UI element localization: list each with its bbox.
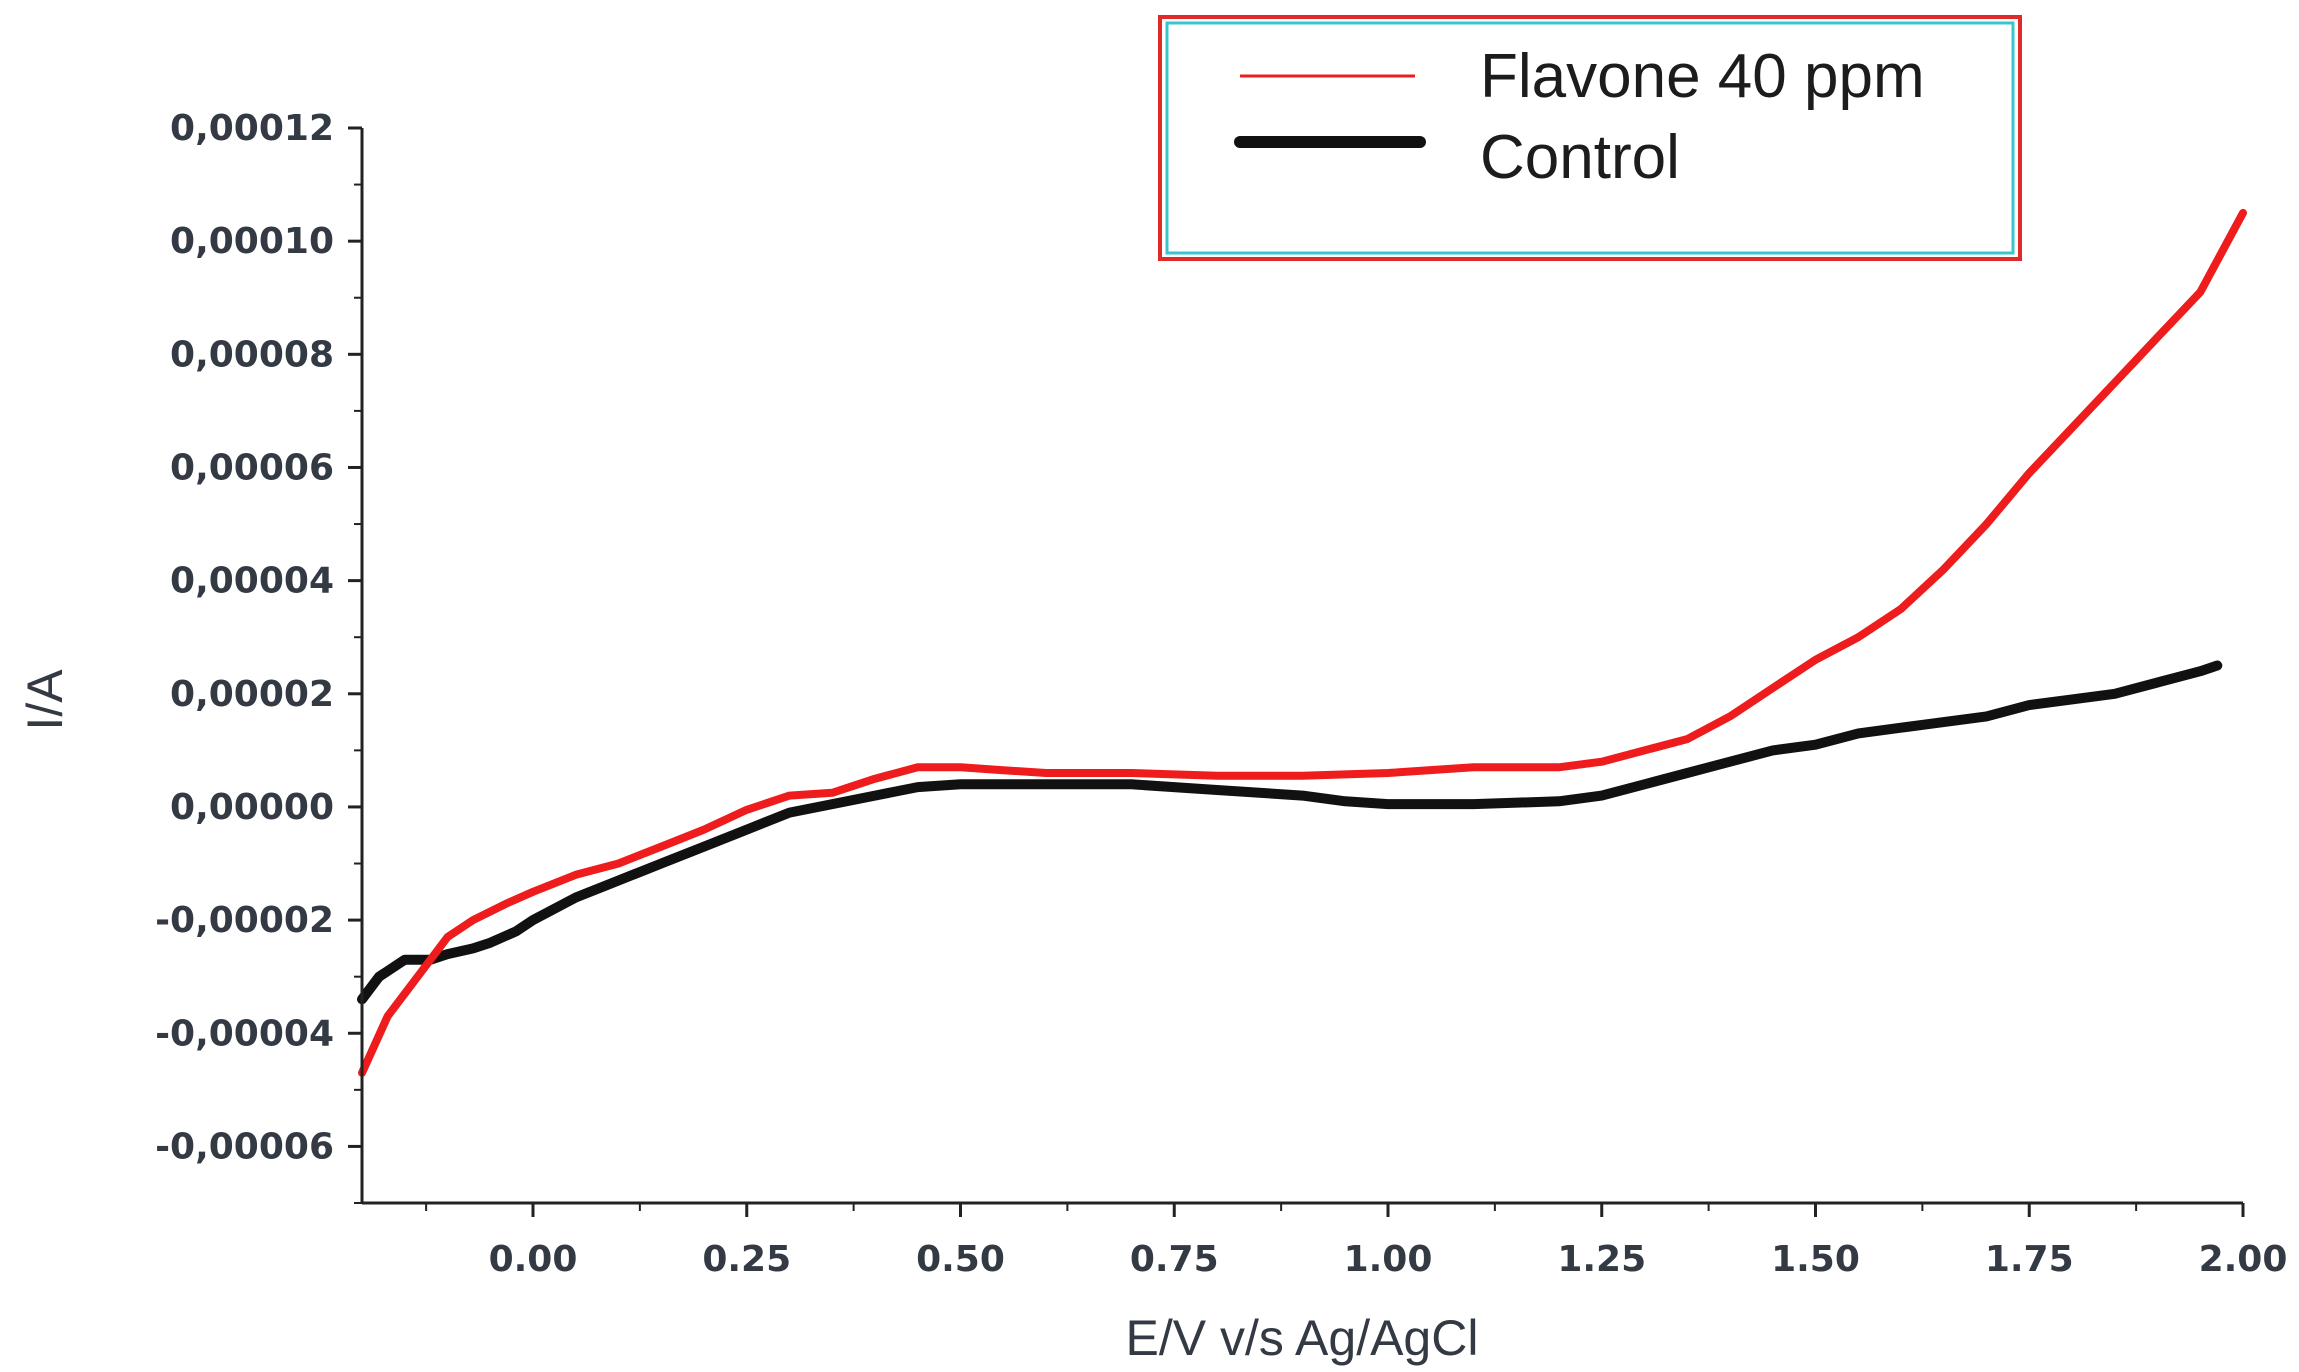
x-tick-label: 1.50	[1771, 1239, 1860, 1280]
x-tick-label: 2.00	[2199, 1239, 2288, 1280]
series-line-flavone	[358, 208, 2247, 1077]
legend: Flavone 40 ppm Control	[1158, 15, 2022, 261]
x-tick-label: 1.75	[1985, 1239, 2074, 1280]
legend-label-control: Control	[1480, 123, 1680, 192]
legend-label-flavone: Flavone 40 ppm	[1480, 42, 1925, 111]
y-ticks: 0,00012 0,00010 0,00008 0,00006 0,00004 0,000…	[155, 108, 362, 1204]
y-tick-label: -0,00004	[155, 1013, 334, 1054]
y-tick-label: 0,00004	[170, 561, 334, 602]
y-tick-label: 0,00008	[170, 334, 334, 375]
x-tick-label: 0.00	[489, 1239, 578, 1280]
y-tick-label: 0,00002	[170, 674, 334, 715]
y-tick-label: 0,00010	[170, 221, 334, 262]
x-tick-label: 1.00	[1344, 1239, 1433, 1280]
x-tick-label: 0.25	[702, 1239, 791, 1280]
y-tick-label: -0,00002	[155, 900, 334, 941]
x-tick-label: 0.75	[1130, 1239, 1219, 1280]
y-tick-label: 0,00000	[170, 787, 334, 828]
legend-box-inner	[1165, 21, 2015, 255]
y-tick-label: 0,00006	[170, 447, 334, 488]
y-tick-label: 0,00012	[170, 108, 334, 149]
y-tick-label: -0,00006	[155, 1126, 334, 1167]
plot-area	[357, 208, 2247, 1077]
y-axis-title: I/A	[17, 669, 73, 731]
x-axis-title: E/V v/s Ag/AgCl	[1126, 1310, 1479, 1366]
x-tick-label: 0.50	[916, 1239, 1005, 1280]
x-ticks: 0.00 0.25 0.50 0.75 1.00 1.25 1.50 1.75 2.00	[425, 1203, 2288, 1280]
series-line-control	[357, 660, 2223, 1005]
x-tick-label: 1.25	[1557, 1239, 1646, 1280]
